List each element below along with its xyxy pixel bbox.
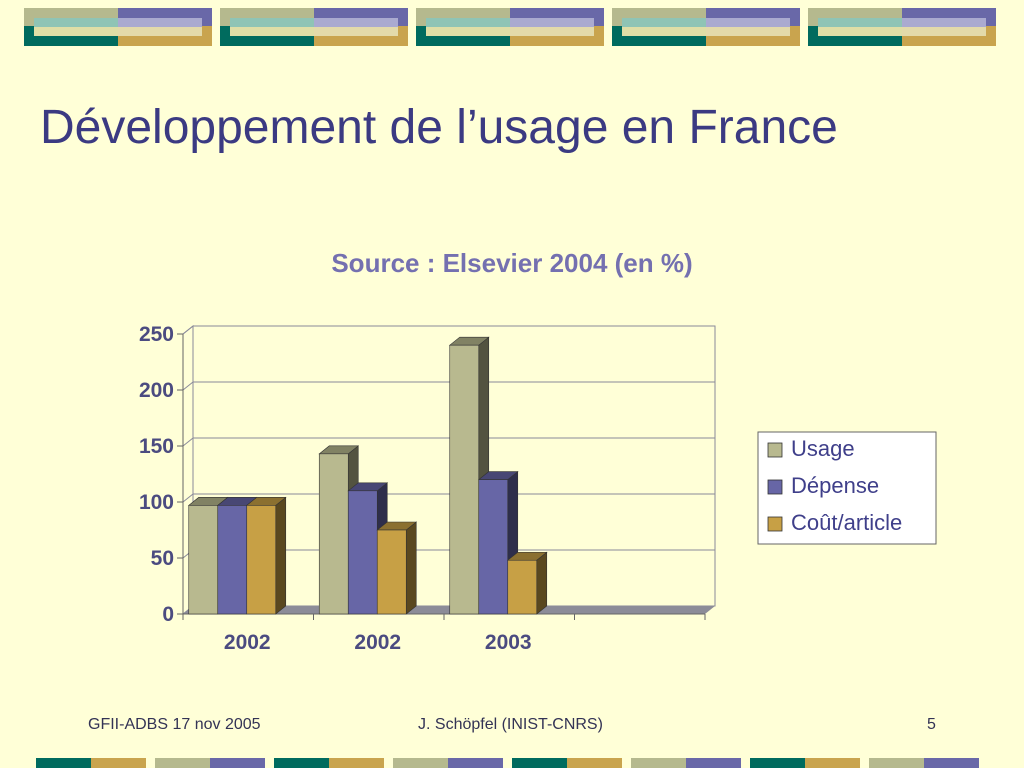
banner-segment (393, 758, 448, 768)
banner-segment (869, 758, 924, 768)
x-tick-label: 2002 (224, 631, 271, 654)
banner-segment (448, 758, 503, 768)
legend-swatch (767, 442, 783, 458)
y-tick-label: 150 (139, 435, 174, 458)
legend-swatch (767, 516, 783, 532)
gridline-side (182, 325, 194, 335)
bar-cotarticle-1 (376, 521, 418, 615)
bar-cotarticle-0 (245, 496, 287, 615)
legend-swatch (767, 479, 783, 495)
gridline-side (182, 381, 194, 391)
banner-block (416, 8, 604, 46)
footer-event: GFII-ADBS 17 nov 2005 (88, 716, 261, 733)
x-tick-label: 2003 (485, 631, 532, 654)
y-tick-label: 50 (151, 547, 174, 570)
banner-segment (805, 758, 860, 768)
banner-block (808, 8, 996, 46)
legend-label: Coût/article (791, 510, 902, 535)
banner-segment (329, 758, 384, 768)
banner-segment (91, 758, 146, 768)
top-decorative-banner (24, 8, 996, 46)
banner-block (220, 8, 408, 46)
slide-title: Développement de l’usage en France (40, 101, 838, 154)
banner-segment (631, 758, 686, 768)
legend-label: Dépense (791, 473, 879, 498)
gridline-side (182, 493, 194, 503)
bar-dpense-2 (477, 470, 519, 615)
banner-segment (36, 758, 91, 768)
banner-segment (210, 758, 265, 768)
banner-block (612, 8, 800, 46)
banner-segment (924, 758, 979, 768)
banner-segment (567, 758, 622, 768)
legend-label: Usage (791, 436, 855, 461)
plot-floor (183, 606, 715, 614)
chart-legend: Usage Dépense Coût/article (757, 431, 937, 545)
gridline-side (182, 437, 194, 447)
banner-segment (512, 758, 567, 768)
chart-title: Source : Elsevier 2004 (en %) (331, 248, 693, 278)
banner-block (24, 8, 212, 46)
banner-segment (155, 758, 210, 768)
footer-author: J. Schöpfel (INIST-CNRS) (418, 716, 603, 733)
x-tick-label: 2002 (354, 631, 401, 654)
page-number: 5 (927, 716, 936, 733)
banner-segment (750, 758, 805, 768)
bar-cotarticle-2 (506, 551, 548, 615)
y-tick-label: 200 (139, 379, 174, 402)
banner-segment (686, 758, 741, 768)
banner-segment (274, 758, 329, 768)
y-tick-label: 0 (162, 603, 174, 626)
y-tick-label: 250 (139, 323, 174, 346)
y-tick-label: 100 (139, 491, 174, 514)
bottom-decorative-banner (36, 758, 979, 768)
